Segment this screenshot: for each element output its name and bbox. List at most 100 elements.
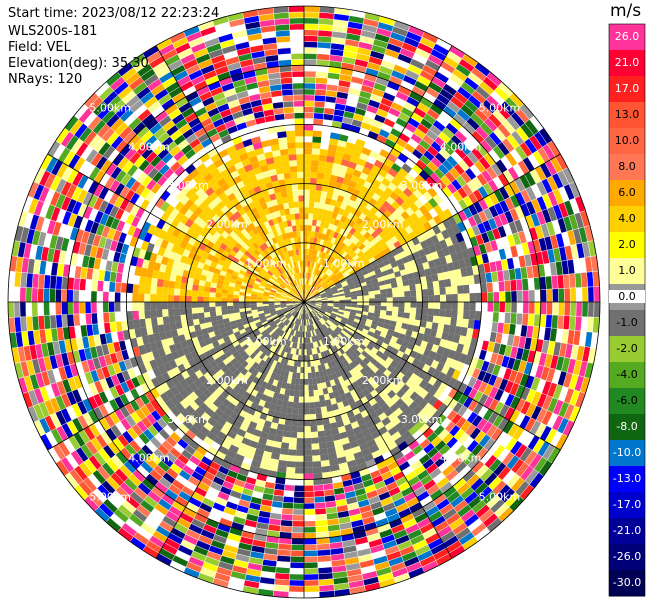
velocity-cell bbox=[365, 280, 373, 286]
velocity-cell bbox=[314, 513, 328, 521]
velocity-cell bbox=[486, 281, 494, 293]
velocity-cell bbox=[448, 325, 456, 334]
velocity-cell bbox=[378, 168, 388, 178]
velocity-cell bbox=[307, 285, 311, 291]
velocity-cell bbox=[139, 318, 147, 328]
velocity-cell bbox=[387, 205, 397, 215]
velocity-cell bbox=[301, 349, 304, 356]
velocity-cell bbox=[447, 216, 457, 227]
velocity-cell bbox=[309, 189, 316, 196]
velocity-cell bbox=[303, 5, 320, 13]
velocity-cell bbox=[458, 240, 468, 251]
velocity-cell bbox=[339, 164, 348, 173]
velocity-cell bbox=[409, 203, 419, 213]
velocity-cell bbox=[339, 235, 346, 243]
velocity-cell bbox=[404, 307, 411, 314]
velocity-cell bbox=[428, 302, 435, 309]
velocity-cell bbox=[386, 153, 398, 163]
velocity-cell bbox=[332, 277, 339, 283]
velocity-cell bbox=[392, 297, 399, 302]
velocity-cell bbox=[365, 175, 375, 185]
velocity-cell bbox=[317, 41, 332, 50]
velocity-cell bbox=[304, 201, 310, 208]
velocity-cell bbox=[433, 241, 443, 252]
velocity-cell bbox=[304, 254, 307, 261]
velocity-cell bbox=[79, 278, 87, 291]
velocity-cell bbox=[317, 287, 324, 292]
velocity-cell bbox=[303, 561, 319, 569]
velocity-cell bbox=[323, 203, 330, 211]
velocity-cell bbox=[325, 247, 331, 255]
velocity-cell bbox=[327, 255, 333, 263]
velocity-cell bbox=[343, 262, 350, 269]
velocity-cell bbox=[315, 525, 329, 533]
velocity-cell bbox=[379, 149, 390, 159]
velocity-cell bbox=[333, 303, 340, 306]
velocity-cell bbox=[303, 29, 319, 37]
velocity-cell bbox=[209, 306, 216, 312]
velocity-cell bbox=[215, 288, 223, 294]
velocity-cell bbox=[314, 507, 327, 516]
velocity-cell bbox=[329, 138, 339, 146]
velocity-cell bbox=[283, 424, 291, 432]
velocity-cell bbox=[390, 315, 398, 322]
velocity-cell bbox=[396, 316, 404, 323]
velocity-cell bbox=[315, 184, 323, 191]
velocity-cell bbox=[312, 255, 317, 262]
velocity-cell bbox=[367, 267, 375, 274]
velocity-cell bbox=[326, 278, 332, 284]
velocity-cell bbox=[350, 75, 365, 85]
velocity-cell bbox=[350, 272, 357, 278]
velocity-cell bbox=[318, 264, 323, 271]
velocity-cell bbox=[557, 301, 565, 316]
velocity-cell bbox=[370, 274, 378, 280]
velocity-cell bbox=[25, 287, 33, 303]
velocity-cell bbox=[156, 302, 163, 310]
velocity-cell bbox=[339, 258, 346, 265]
velocity-cell bbox=[421, 231, 431, 241]
velocity-cell bbox=[403, 285, 410, 292]
velocity-cell bbox=[321, 297, 328, 300]
velocity-cell bbox=[353, 280, 361, 286]
velocity-cell bbox=[426, 315, 434, 323]
velocity-cell bbox=[307, 372, 312, 379]
velocity-cell bbox=[304, 177, 311, 184]
velocity-cell bbox=[357, 304, 364, 309]
velocity-cell bbox=[329, 132, 340, 140]
velocity-cell bbox=[316, 53, 331, 61]
velocity-cell bbox=[311, 261, 315, 268]
velocity-cell bbox=[311, 148, 321, 155]
velocity-cell bbox=[283, 484, 295, 492]
velocity-cell bbox=[172, 554, 189, 568]
velocity-cell bbox=[393, 187, 403, 197]
velocity-cell bbox=[315, 276, 321, 283]
velocity-cell bbox=[349, 155, 360, 164]
velocity-cell bbox=[429, 329, 438, 338]
velocity-cell bbox=[421, 308, 429, 315]
velocity-cell bbox=[348, 180, 357, 189]
velocity-cell bbox=[351, 244, 359, 252]
velocity-cell bbox=[347, 199, 356, 208]
velocity-cell bbox=[329, 230, 336, 238]
velocity-cell bbox=[417, 184, 428, 195]
velocity-cell bbox=[342, 197, 350, 205]
velocity-cell bbox=[336, 195, 345, 203]
velocity-cell bbox=[349, 227, 357, 235]
velocity-cell bbox=[339, 295, 346, 299]
velocity-cell bbox=[340, 202, 348, 211]
velocity-cell bbox=[434, 294, 441, 302]
velocity-cell bbox=[432, 225, 442, 235]
velocity-cell bbox=[338, 134, 349, 142]
velocity-cell bbox=[398, 167, 409, 178]
velocity-cell bbox=[315, 283, 320, 289]
velocity-cell bbox=[209, 302, 216, 307]
velocity-cell bbox=[341, 282, 349, 288]
velocity-cell bbox=[102, 291, 110, 303]
velocity-cell bbox=[74, 265, 83, 279]
velocity-cell bbox=[293, 496, 305, 504]
velocity-cell bbox=[309, 279, 313, 286]
velocity-cell bbox=[314, 88, 327, 97]
velocity-cell bbox=[466, 227, 476, 239]
velocity-cell bbox=[421, 289, 429, 296]
velocity-cell bbox=[487, 291, 494, 303]
